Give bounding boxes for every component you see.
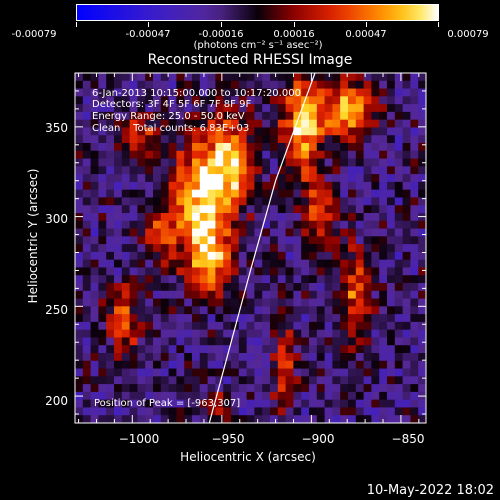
x-tick-label: −1000 bbox=[118, 432, 160, 446]
clean-counts-annotation: Clean Total counts: 6.83E+03 bbox=[92, 123, 250, 134]
plot-date-stamp: 10-May-2022 18:02 bbox=[366, 483, 494, 498]
colorbar-unit-label: (photons cm⁻² s⁻¹ asec⁻²) bbox=[193, 40, 323, 51]
colorbar-tick bbox=[148, 22, 149, 27]
time-range-annotation: 6-Jan-2013 10:15:00.000 to 10:17:20.000 bbox=[92, 88, 301, 99]
colorbar-tick bbox=[221, 22, 222, 27]
colorbar-tick bbox=[366, 22, 367, 27]
colorbar-tick-label: -0.00047 bbox=[125, 29, 171, 40]
colorbar-tick bbox=[76, 22, 77, 27]
colorbar-tick-label: -0.00079 bbox=[11, 29, 57, 40]
colorbar bbox=[76, 4, 439, 21]
y-tick-label: 250 bbox=[45, 303, 68, 317]
colorbar-tick bbox=[294, 22, 295, 27]
peak-position-annotation: Position of Peak = [-963,307] bbox=[94, 398, 241, 409]
y-tick-label: 300 bbox=[45, 212, 68, 226]
colorbar-tick-label: -0.00016 bbox=[198, 29, 244, 40]
solar-limb-line bbox=[208, 72, 316, 424]
y-tick-label: 350 bbox=[45, 121, 68, 135]
chart-title: Reconstructed RHESSI Image bbox=[147, 52, 353, 68]
x-tick-label: −950 bbox=[211, 432, 245, 446]
colorbar-tick-label: 0.00016 bbox=[273, 29, 315, 40]
x-axis-label: Heliocentric X (arcsec) bbox=[180, 450, 316, 464]
heatmap-image bbox=[75, 73, 427, 424]
detectors-annotation: Detectors: 3F 4F 5F 6F 7F 8F 9F bbox=[92, 99, 252, 110]
colorbar-tick bbox=[438, 22, 439, 27]
plot-frame bbox=[74, 72, 427, 424]
y-axis-label: Heliocentric Y (arcsec) bbox=[26, 168, 40, 304]
x-tick-label: −900 bbox=[301, 432, 335, 446]
colorbar-tick-label: 0.00079 bbox=[447, 29, 489, 40]
colorbar-tick-label: 0.00047 bbox=[345, 29, 387, 40]
y-tick-label: 200 bbox=[45, 394, 68, 408]
x-tick-label: −850 bbox=[391, 432, 425, 446]
energy-range-annotation: Energy Range: 25.0 - 50.0 keV bbox=[92, 111, 245, 122]
